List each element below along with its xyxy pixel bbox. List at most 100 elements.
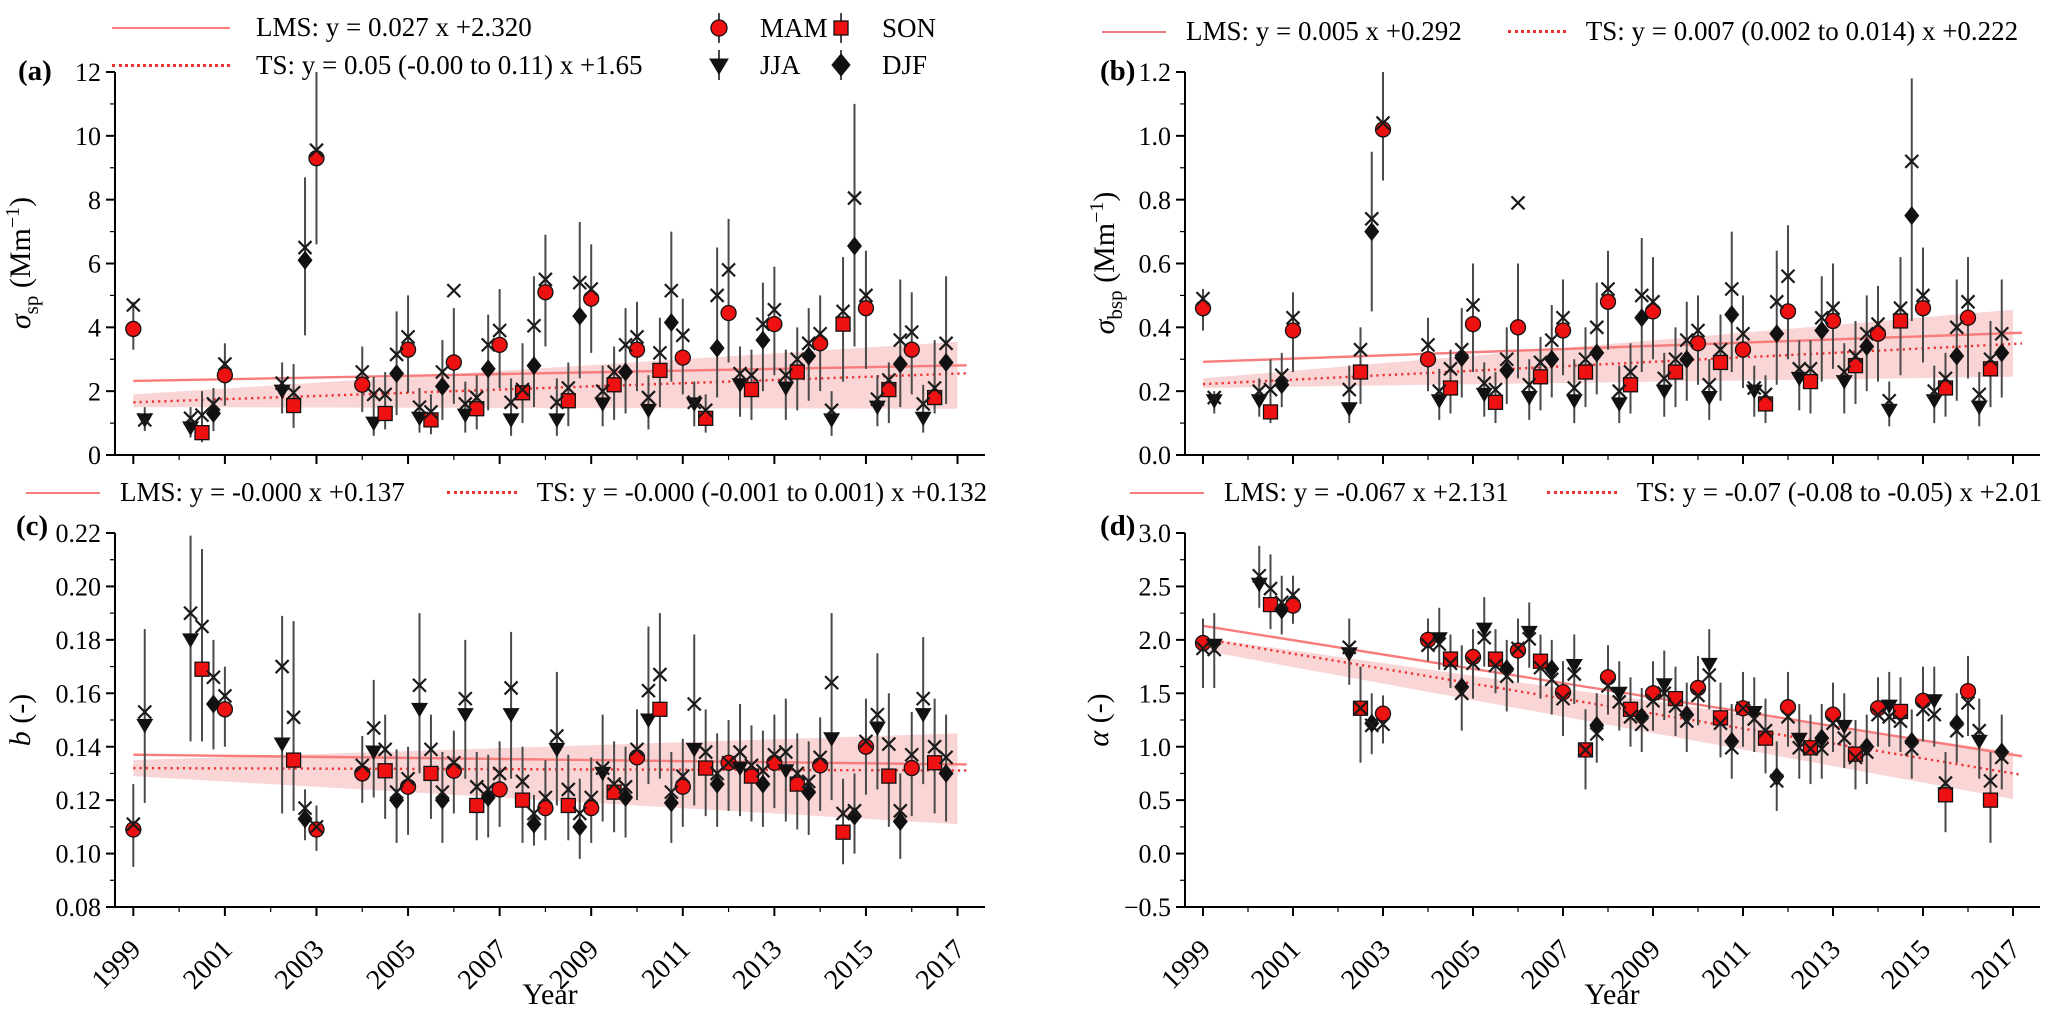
mean-x-markers xyxy=(1195,115,2010,409)
ts-line-sample-icon xyxy=(112,64,230,67)
svg-text:0.0: 0.0 xyxy=(1139,840,1172,869)
x-ticks xyxy=(132,455,959,464)
x-axis-label: Year xyxy=(1584,978,1639,1011)
y-axis-label: α (-) xyxy=(1082,693,1115,746)
legend-mam-label: MAM xyxy=(760,12,828,43)
mean-x-markers xyxy=(1195,568,2010,791)
ts-trend-line xyxy=(133,372,967,404)
svg-text:1.0: 1.0 xyxy=(1139,733,1172,762)
svg-text:12: 12 xyxy=(75,58,101,87)
svg-text:10: 10 xyxy=(75,122,101,151)
svg-text:0.5: 0.5 xyxy=(1139,786,1172,815)
svg-text:2.0: 2.0 xyxy=(1139,626,1172,655)
legend-d-lms-label: LMS: y = -0.067 x +2.131 xyxy=(1224,477,1509,507)
svg-text:2.5: 2.5 xyxy=(1139,573,1172,602)
legend-item-son: SON xyxy=(822,9,936,47)
svg-text:0.08: 0.08 xyxy=(56,893,102,922)
svg-text:0.4: 0.4 xyxy=(1139,313,1172,342)
mam-circle-icon xyxy=(710,13,728,43)
legend-b: LMS: y = 0.005 x +0.292 TS: y = 0.007 (0… xyxy=(1102,18,2018,45)
mean-x-markers xyxy=(126,605,954,835)
legend-d: LMS: y = -0.067 x +2.131 TS: y = -0.07 (… xyxy=(1130,479,2042,506)
svg-text:2015: 2015 xyxy=(818,934,880,996)
svg-text:0.12: 0.12 xyxy=(56,786,102,815)
legend-d-ts-label: TS: y = -0.07 (-0.08 to -0.05) x +2.01 xyxy=(1636,477,2043,507)
legend-c-lms-label: LMS: y = -0.000 x +0.137 xyxy=(120,477,405,507)
mean-x-markers xyxy=(126,142,954,428)
svg-text:2017: 2017 xyxy=(1965,934,2027,996)
error-bars xyxy=(132,535,948,867)
svg-text:1.0: 1.0 xyxy=(1139,122,1172,151)
panel-c: 0.08 0.10 0.12 0.14 0.16 0.18 0.20 0.22 1999 2001… xyxy=(4,510,985,1011)
jja-triangle-icon xyxy=(709,50,729,80)
legend-b-ts-label: TS: y = 0.007 (0.002 to 0.014) x +0.222 xyxy=(1585,16,2019,46)
svg-text:1.2: 1.2 xyxy=(1139,58,1172,87)
svg-text:4: 4 xyxy=(88,313,101,342)
svg-text:0.16: 0.16 xyxy=(56,679,102,708)
legend-a-ts: TS: y = 0.05 (-0.00 to 0.11) x +1.65 xyxy=(112,52,642,79)
legend-c-ts-label: TS: y = -0.000 (-0.001 to 0.001) x +0.13… xyxy=(536,477,988,507)
svg-text:0.10: 0.10 xyxy=(56,840,102,869)
x-ticks xyxy=(1202,455,2014,464)
svg-text:0.14: 0.14 xyxy=(56,733,102,762)
svg-text:2013: 2013 xyxy=(727,934,789,996)
svg-text:2007: 2007 xyxy=(452,934,514,996)
ts-line-sample-icon xyxy=(446,491,517,494)
lms-line-sample-icon xyxy=(1130,491,1204,494)
ts-line-sample-icon xyxy=(1507,30,1566,33)
svg-text:0.0: 0.0 xyxy=(1139,441,1172,470)
y-axis-label: σsp (Mm−1) xyxy=(2,197,43,329)
svg-text:2001: 2001 xyxy=(177,934,239,996)
panel-letter-b: (b) xyxy=(1100,55,1135,87)
svg-text:0: 0 xyxy=(88,441,101,470)
svg-text:1.5: 1.5 xyxy=(1139,679,1172,708)
y-axis-label: b (-) xyxy=(4,694,37,746)
legend-c: LMS: y = -0.000 x +0.137 TS: y = -0.000 … xyxy=(26,479,987,506)
svg-text:0.2: 0.2 xyxy=(1139,377,1172,406)
confidence-band xyxy=(133,341,958,409)
y-ticks: 0.0 0.2 0.4 0.6 0.8 1.0 1.2 xyxy=(1139,58,1185,470)
legend-a-lms: LMS: y = 0.027 x +2.320 xyxy=(112,14,532,41)
legend-item-mam: MAM xyxy=(700,9,828,47)
svg-text:2005: 2005 xyxy=(360,934,422,996)
panel-a: 0 2 4 6 8 10 12 (a) σsp (Mm−1) xyxy=(2,55,985,470)
svg-text:2: 2 xyxy=(88,377,101,406)
svg-text:−0.5: −0.5 xyxy=(1124,893,1171,922)
svg-text:2017: 2017 xyxy=(910,934,972,996)
panel-b: 0.0 0.2 0.4 0.6 0.8 1.0 1.2(b) σbsp (Mm−1) xyxy=(1086,55,2040,470)
y-ticks: 0 2 4 6 8 10 12 xyxy=(75,58,115,470)
y-ticks: 0.08 0.10 0.12 0.14 0.16 0.18 0.20 0.22 xyxy=(56,519,115,922)
svg-text:2003: 2003 xyxy=(1335,934,1397,996)
svg-text:0.8: 0.8 xyxy=(1139,186,1172,215)
djf-diamond-icon xyxy=(831,50,851,80)
y-axis-label: σbsp (Mm−1) xyxy=(1086,192,1127,335)
svg-text:1999: 1999 xyxy=(86,934,148,996)
median-markers xyxy=(1194,121,2010,420)
legend-b-lms-label: LMS: y = 0.005 x +0.292 xyxy=(1186,16,1462,46)
svg-text:0.18: 0.18 xyxy=(56,626,102,655)
legend-item-djf: DJF xyxy=(822,46,927,84)
svg-text:0.20: 0.20 xyxy=(56,573,102,602)
svg-text:8: 8 xyxy=(88,186,101,215)
svg-text:3.0: 3.0 xyxy=(1139,519,1172,548)
svg-text:2015: 2015 xyxy=(1875,934,1937,996)
lms-line-sample-icon xyxy=(1102,30,1166,33)
svg-text:2003: 2003 xyxy=(269,934,331,996)
lms-line-sample-icon xyxy=(112,26,230,29)
svg-text:2005: 2005 xyxy=(1425,934,1487,996)
svg-text:2007: 2007 xyxy=(1515,934,1577,996)
svg-text:2011: 2011 xyxy=(1696,934,1757,995)
ts-line-sample-icon xyxy=(1546,491,1617,494)
legend-a-lms-label: LMS: y = 0.027 x +2.320 xyxy=(256,12,532,42)
panel-d: −0.5 0.0 0.5 1.0 1.5 2.0 2.5 3.0 1999 2001 2003 200… xyxy=(1082,510,2040,1011)
svg-text:2011: 2011 xyxy=(636,934,697,995)
legend-jja-label: JJA xyxy=(760,49,801,80)
legend-son-label: SON xyxy=(882,12,937,43)
ts-trend-line xyxy=(1202,637,2023,777)
lms-line-sample-icon xyxy=(26,491,100,494)
svg-text:0.6: 0.6 xyxy=(1139,250,1172,279)
svg-text:0.22: 0.22 xyxy=(56,519,102,548)
svg-text:6: 6 xyxy=(88,250,101,279)
median-markers xyxy=(125,150,954,441)
